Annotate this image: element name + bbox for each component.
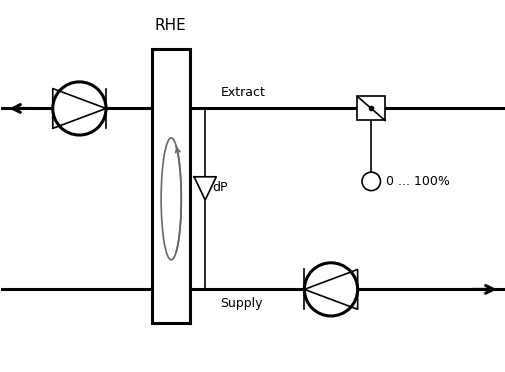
Polygon shape (194, 177, 216, 200)
Text: 0 ... 100%: 0 ... 100% (385, 175, 448, 188)
Text: Extract: Extract (220, 86, 265, 99)
Circle shape (53, 82, 106, 135)
Text: RHE: RHE (154, 18, 185, 33)
Text: dP: dP (212, 181, 228, 194)
Text: Supply: Supply (220, 297, 262, 310)
Bar (152, 49, 190, 323)
Circle shape (361, 172, 380, 190)
Bar (357, 96, 384, 121)
Circle shape (304, 263, 357, 316)
Ellipse shape (161, 138, 181, 260)
